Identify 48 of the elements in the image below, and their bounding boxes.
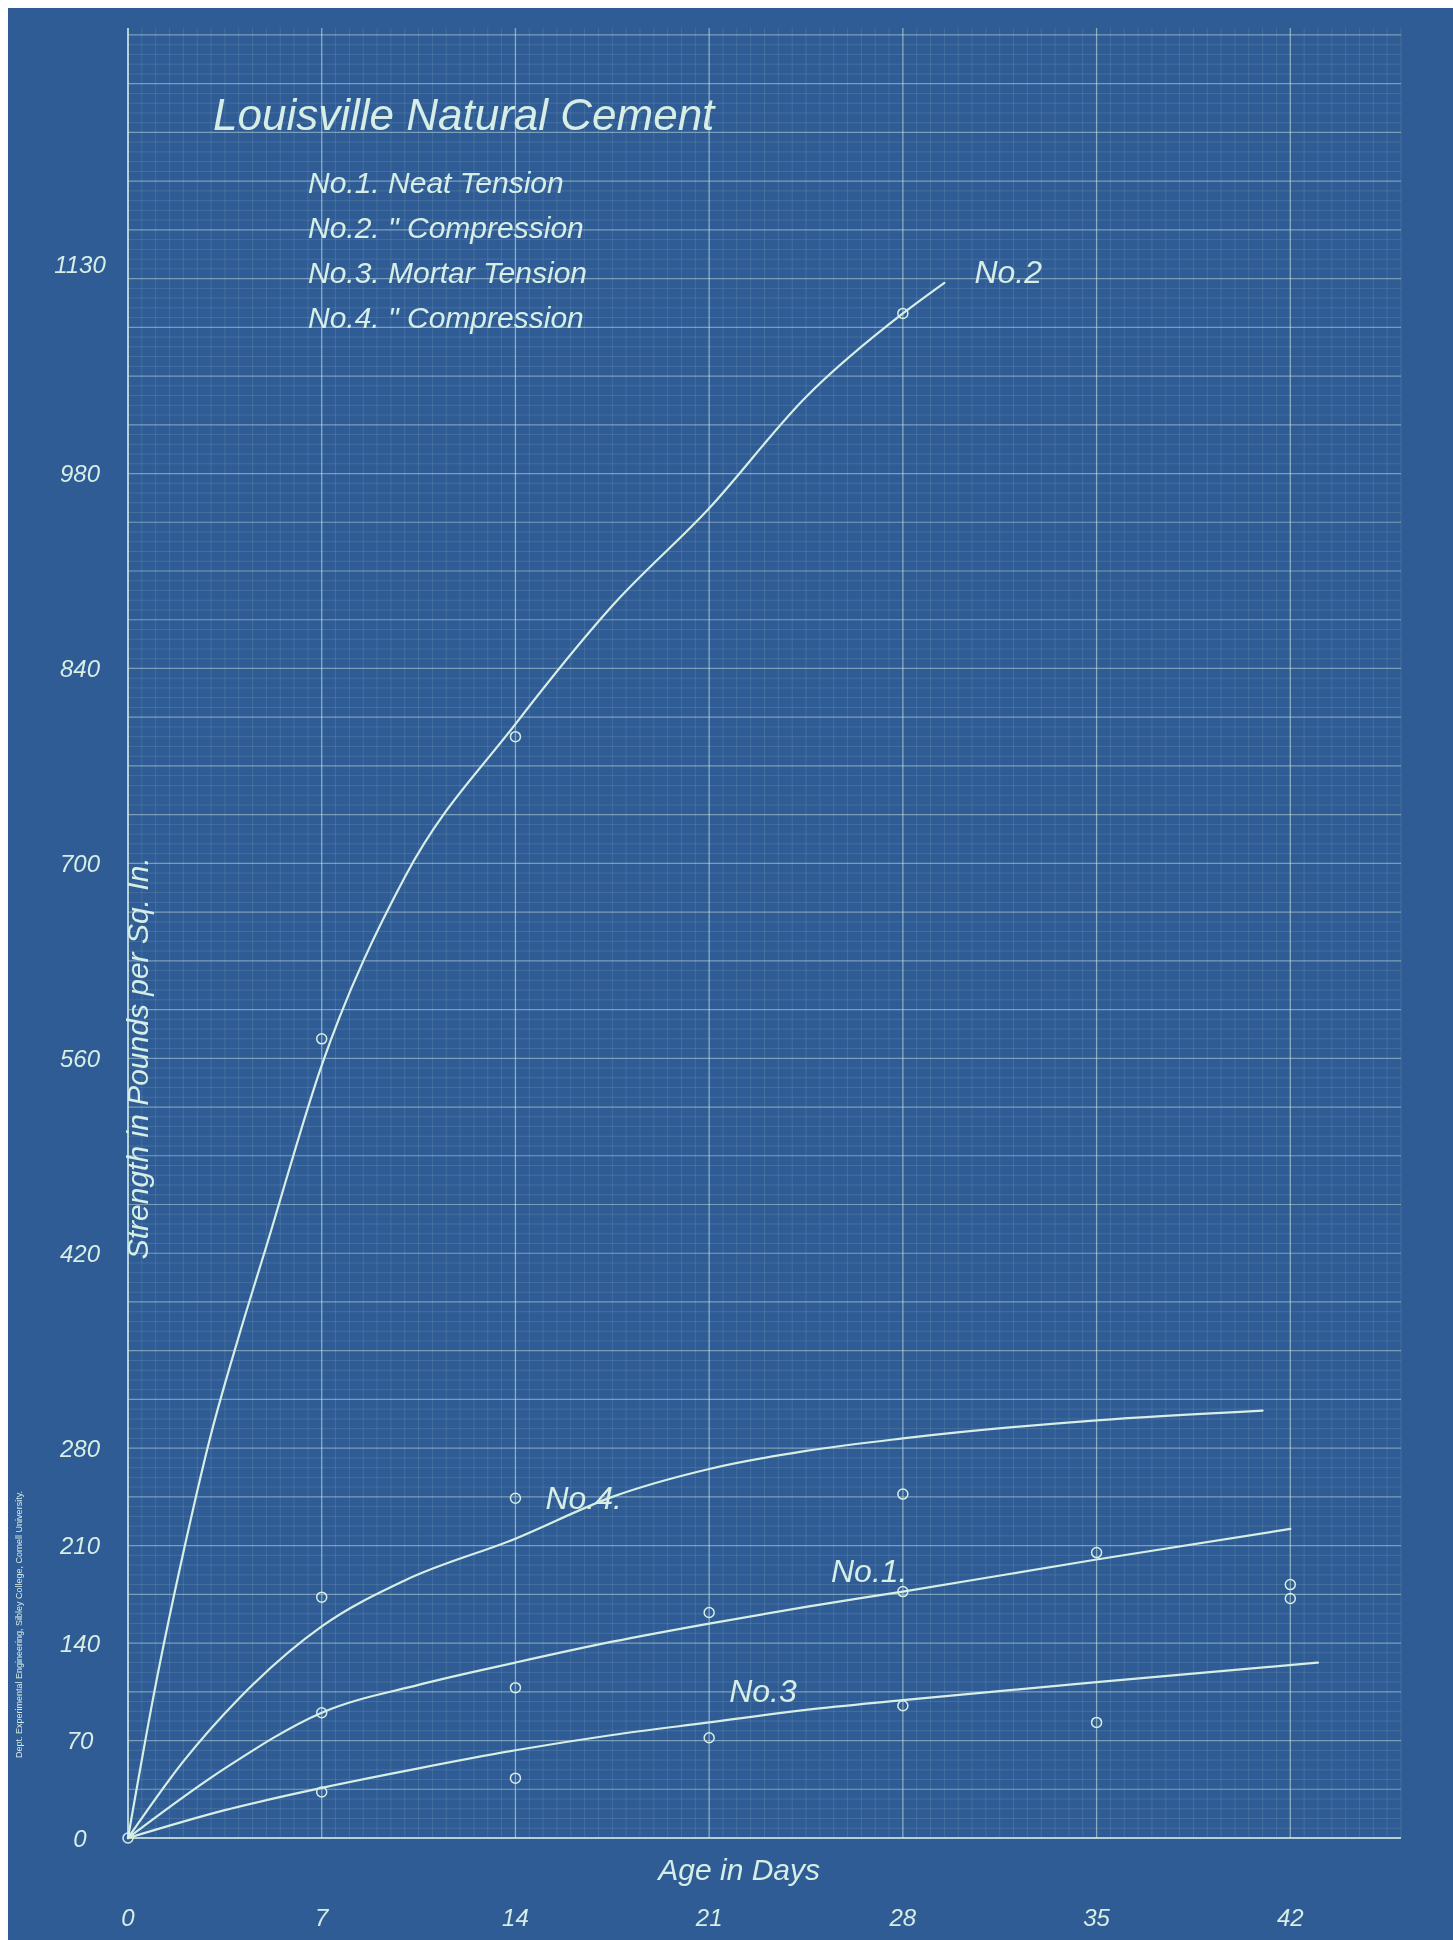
x-tick-label: 35 bbox=[1083, 1904, 1111, 1931]
point bbox=[122, 1832, 134, 1844]
point bbox=[1284, 1592, 1297, 1605]
point bbox=[509, 730, 522, 743]
annotation: No.1. Neat Tension bbox=[308, 166, 564, 199]
point bbox=[509, 1681, 522, 1694]
point bbox=[703, 1732, 715, 1744]
series-label: No.2 bbox=[974, 253, 1043, 290]
point bbox=[897, 1488, 909, 1500]
point bbox=[509, 1772, 522, 1784]
y-tick-label: 420 bbox=[59, 1239, 101, 1267]
annotation: No.4. " Compression bbox=[308, 301, 584, 334]
point bbox=[897, 307, 909, 320]
x-tick-label: 42 bbox=[1276, 1904, 1304, 1931]
series-label: No.4. bbox=[545, 1479, 622, 1516]
x-tick-label: 0 bbox=[121, 1904, 136, 1931]
series-label: No.3 bbox=[729, 1673, 797, 1710]
series-label: No.1. bbox=[831, 1552, 908, 1589]
y-tick-label: 70 bbox=[66, 1727, 94, 1755]
x-tick-label: 28 bbox=[888, 1904, 917, 1931]
x-tick-label: 14 bbox=[502, 1904, 529, 1931]
point bbox=[315, 1706, 328, 1719]
y-tick-label: 1130 bbox=[54, 251, 107, 279]
x-tick-label: 21 bbox=[694, 1904, 723, 1931]
point bbox=[1090, 1716, 1103, 1729]
x-tick-label: 7 bbox=[315, 1904, 331, 1931]
annotation: No.3. Mortar Tension bbox=[308, 256, 588, 289]
y-tick-label: 980 bbox=[59, 460, 101, 488]
point bbox=[315, 1591, 328, 1603]
point bbox=[703, 1606, 715, 1619]
y-tick-label: 210 bbox=[58, 1532, 101, 1560]
point bbox=[509, 1492, 522, 1505]
annotation: No.2. " Compression bbox=[308, 211, 584, 244]
point bbox=[897, 1585, 909, 1598]
y-tick-label: 0 bbox=[73, 1824, 88, 1852]
text: Louisville Natural Cement bbox=[213, 90, 717, 139]
text: Dept. Experimental Engineering, Sibley College, Cornell University. bbox=[14, 1491, 24, 1758]
y-tick-label: 140 bbox=[59, 1629, 101, 1657]
y-axis-title: Strength in Pounds per Sq. In. bbox=[121, 857, 154, 1260]
x-axis-title: Age in Days bbox=[656, 1853, 821, 1886]
point bbox=[315, 1033, 328, 1045]
y-tick-label: 560 bbox=[59, 1044, 101, 1072]
y-tick-label: 700 bbox=[59, 849, 101, 877]
point bbox=[1090, 1546, 1103, 1559]
y-tick-label: 280 bbox=[58, 1434, 101, 1462]
point bbox=[1284, 1578, 1297, 1591]
y-tick-label: 840 bbox=[59, 654, 101, 682]
point bbox=[315, 1786, 328, 1798]
